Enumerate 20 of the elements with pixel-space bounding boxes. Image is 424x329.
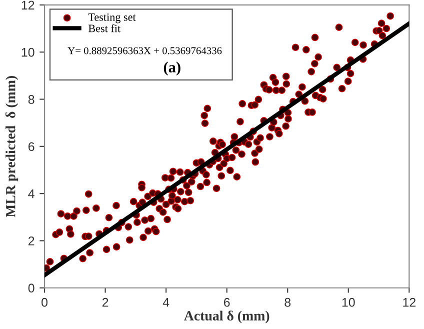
y-tick-label: 6	[28, 142, 34, 152]
y-tick-label: 0	[28, 284, 34, 293]
x-tick-label: 6	[224, 298, 230, 307]
x-tick-label: 8	[284, 298, 291, 307]
x-tick-label: 12	[403, 298, 416, 307]
y-tick-label: 4	[28, 189, 34, 198]
x-tick-label: 4	[162, 298, 170, 307]
annotation: (a)	[164, 62, 180, 76]
y-axis-title: MLR predicted δ (mm)	[5, 76, 18, 218]
annotation: Y= 0.8892596363X + 0.5369764336	[68, 47, 222, 54]
x-axis-title: Actual δ (mm)	[184, 310, 270, 324]
y-tick-label: 8	[28, 95, 34, 104]
y-tick-label: 10	[22, 48, 34, 57]
y-tick-label: 12	[22, 0, 34, 10]
x-tick-label: 0	[42, 298, 48, 307]
legend-label: Best fit	[88, 24, 121, 32]
x-tick-label: 2	[102, 298, 108, 307]
x-tick-label: 10	[342, 298, 355, 307]
y-tick-label: 2	[28, 236, 34, 246]
legend-label: Testing set	[88, 13, 136, 24]
